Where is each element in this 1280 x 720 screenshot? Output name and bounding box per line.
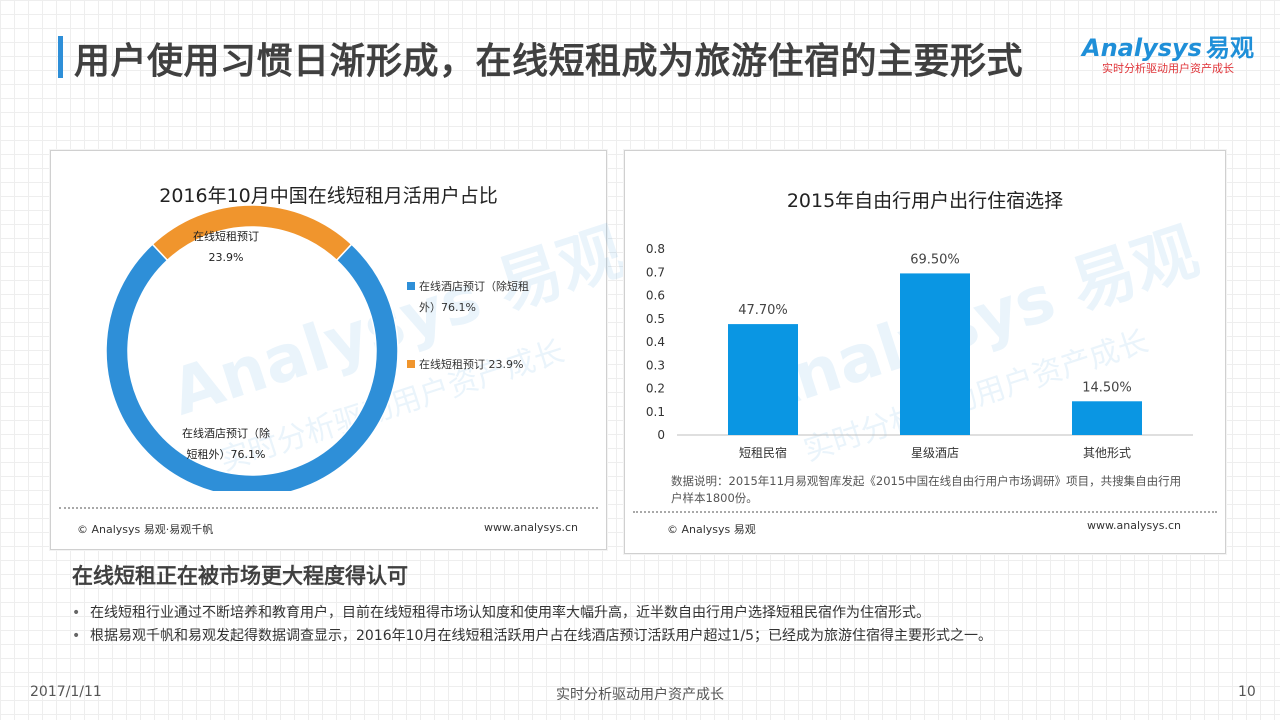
donut-slice-hotel bbox=[105, 243, 399, 491]
donut-legend: 在线酒店预订（除短租 外）76.1% 在线短租预订 23.9% bbox=[407, 276, 529, 375]
y-tick-label: 0.1 bbox=[646, 405, 665, 419]
x-tick-label: 短租民宿 bbox=[739, 445, 787, 460]
page-title: 用户使用习惯日渐形成，在线短租成为旅游住宿的主要形式 bbox=[74, 41, 1024, 82]
donut-chart-title: 2016年10月中国在线短租月活用户占比 bbox=[159, 185, 498, 207]
copyright-right: © Analysys 易观 bbox=[667, 523, 756, 536]
footer-slogan: 实时分析驱动用户资产成长 bbox=[556, 687, 724, 703]
bar-data-label: 69.50% bbox=[910, 252, 960, 267]
title-accent-bar bbox=[58, 36, 63, 78]
website-left: www.analysys.cn bbox=[484, 521, 578, 534]
slice-label-rental: 在线短租预订 23.9% bbox=[193, 230, 259, 264]
legend-swatch-rental bbox=[407, 360, 415, 368]
bullet-list: 在线短租行业通过不断培养和教育用户，目前在线短租得市场认知度和使用率大幅升高，近… bbox=[72, 602, 1252, 648]
bar bbox=[728, 324, 798, 435]
x-tick-label: 其他形式 bbox=[1083, 446, 1131, 460]
section-title: 在线短租正在被市场更大程度得认可 bbox=[72, 564, 408, 588]
slice-label-hotel: 在线酒店预订（除 短租外）76.1% bbox=[182, 427, 270, 461]
y-tick-label: 0.6 bbox=[646, 289, 665, 303]
copyright-left: © Analysys 易观·易观千帆 bbox=[77, 523, 214, 536]
legend-item-hotel: 在线酒店预订（除短租 外）76.1% bbox=[407, 276, 529, 318]
panel-divider bbox=[59, 507, 598, 509]
website-right: www.analysys.cn bbox=[1087, 519, 1181, 532]
x-tick-label: 星级酒店 bbox=[911, 446, 959, 460]
data-note: 数据说明：2015年11月易观智库发起《2015中国在线自由行用户市场调研》项目… bbox=[671, 474, 1182, 505]
page-number: 10 bbox=[1238, 684, 1256, 700]
footer-date: 2017/1/11 bbox=[30, 684, 102, 700]
y-tick-label: 0.7 bbox=[646, 265, 665, 279]
bar-data-label: 47.70% bbox=[738, 303, 788, 318]
bar bbox=[900, 273, 970, 435]
bullet-item: 在线短租行业通过不断培养和教育用户，目前在线短租得市场认知度和使用率大幅升高，近… bbox=[72, 602, 1252, 625]
y-tick-label: 0.2 bbox=[646, 382, 665, 396]
legend-swatch-hotel bbox=[407, 282, 415, 290]
y-tick-label: 0.3 bbox=[646, 358, 665, 372]
logo-brand: Analysys 易观 bbox=[1082, 34, 1254, 62]
logo-slogan: 实时分析驱动用户资产成长 bbox=[1102, 62, 1234, 75]
bar-chart: 0 0.1 0.2 0.3 0.4 0.5 0.6 0.7 0.8 47.70% 短租民宿 69.50… bbox=[646, 242, 1193, 460]
y-tick-label: 0.5 bbox=[646, 312, 665, 326]
bar-chart-panel: Analysys 易观 实时分析驱动用户资产成长 2015年自由行用户出行住宿选… bbox=[624, 150, 1226, 554]
y-tick-label: 0.4 bbox=[646, 335, 665, 349]
bar-data-label: 14.50% bbox=[1082, 380, 1132, 395]
legend-item-rental: 在线短租预订 23.9% bbox=[407, 354, 529, 375]
bar bbox=[1072, 401, 1142, 435]
bullet-item: 根据易观千帆和易观发起得数据调查显示，2016年10月在线短租活跃用户占在线酒店… bbox=[72, 625, 1252, 648]
logo-cn: 易观 bbox=[1205, 34, 1254, 62]
y-tick-label: 0.8 bbox=[646, 242, 665, 256]
bar-chart-title: 2015年自由行用户出行住宿选择 bbox=[786, 190, 1064, 212]
donut-chart bbox=[105, 204, 399, 491]
panel-divider bbox=[633, 511, 1217, 513]
y-tick-label: 0 bbox=[657, 428, 665, 442]
analysys-logo: Analysys 易观 实时分析驱动用户资产成长 bbox=[1082, 28, 1254, 78]
donut-chart-panel: Analysys 易观 实时分析驱动用户资产成长 2016年10月中国在线短租月… bbox=[50, 150, 633, 550]
